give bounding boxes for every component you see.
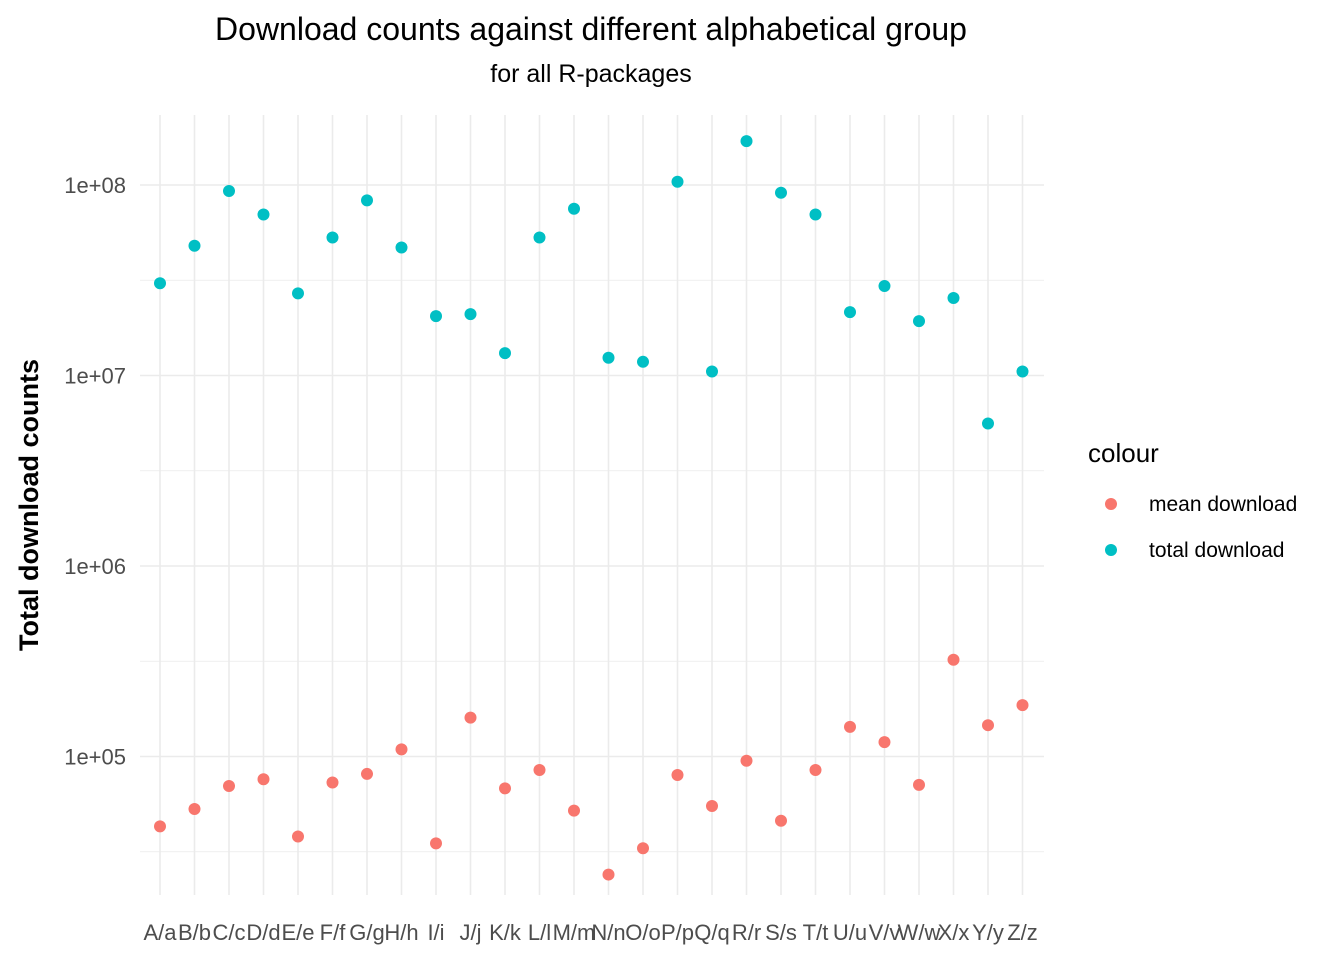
x-tick-label: Y/y xyxy=(972,920,1004,945)
data-point xyxy=(257,208,270,221)
data-point xyxy=(844,720,856,733)
legend-label: mean download xyxy=(1149,493,1297,516)
x-tick-label: M/m xyxy=(553,920,596,945)
y-tick-label: 1e+07 xyxy=(64,364,126,389)
x-tick-label: U/u xyxy=(833,920,867,945)
y-tick-label: 1e+06 xyxy=(64,554,126,579)
data-point xyxy=(499,782,511,795)
x-tick-label: J/j xyxy=(460,920,482,945)
data-point xyxy=(1016,699,1029,712)
data-point xyxy=(430,310,442,323)
x-tick-label: Z/z xyxy=(1007,920,1038,945)
data-point xyxy=(292,287,304,300)
x-tick-label: D/d xyxy=(246,920,280,945)
data-point xyxy=(602,868,615,881)
x-tick-label: Q/q xyxy=(694,920,729,945)
x-tick-label: A/a xyxy=(143,920,177,945)
data-point xyxy=(878,279,891,292)
x-tick-label: T/t xyxy=(803,920,829,945)
data-point xyxy=(395,241,408,254)
x-tick-label: E/e xyxy=(281,920,314,945)
x-tick-label: I/i xyxy=(427,920,444,945)
data-point xyxy=(257,773,270,786)
x-tick-label: S/s xyxy=(765,920,797,945)
data-point xyxy=(499,347,511,360)
y-axis-ticks: 1e+05 1e+06 1e+07 1e+08 xyxy=(64,173,126,770)
x-tick-label: V/v xyxy=(869,920,901,945)
data-point xyxy=(878,736,891,749)
data-point xyxy=(361,767,373,780)
x-tick-label: W/w xyxy=(898,920,941,945)
data-point xyxy=(671,768,684,781)
y-tick-label: 1e+05 xyxy=(64,745,126,770)
x-tick-label: N/n xyxy=(591,920,625,945)
data-point xyxy=(326,231,339,244)
data-point xyxy=(706,365,718,378)
legend: colour mean download total download xyxy=(1088,438,1297,562)
data-point xyxy=(188,803,201,816)
data-point xyxy=(809,763,822,776)
legend-key xyxy=(1105,544,1117,556)
legend-title: colour xyxy=(1088,438,1159,468)
data-point xyxy=(533,763,546,776)
x-tick-label: H/h xyxy=(384,920,418,945)
data-point xyxy=(602,351,615,364)
data-point xyxy=(568,202,580,215)
data-point xyxy=(775,186,787,199)
data-point xyxy=(464,711,477,724)
x-tick-label: K/k xyxy=(489,920,522,945)
x-tick-label: L/l xyxy=(528,920,551,945)
data-point xyxy=(844,306,856,319)
data-point xyxy=(430,837,442,850)
data-point xyxy=(154,820,166,833)
x-tick-label: F/f xyxy=(320,920,347,945)
chart-subtitle: for all R-packages xyxy=(490,60,691,88)
data-point xyxy=(982,719,994,732)
data-point xyxy=(809,208,822,221)
data-point xyxy=(188,239,201,252)
x-tick-label: G/g xyxy=(349,920,384,945)
data-point xyxy=(947,653,960,666)
data-points xyxy=(154,135,1029,881)
chart-title: Download counts against different alphab… xyxy=(215,11,967,47)
data-point xyxy=(637,842,649,855)
data-point xyxy=(982,417,994,430)
data-point xyxy=(913,315,925,328)
data-point xyxy=(395,743,408,756)
data-point xyxy=(533,231,546,244)
x-tick-label: X/x xyxy=(938,920,970,945)
legend-key xyxy=(1105,498,1117,510)
data-point xyxy=(223,185,235,198)
data-point xyxy=(740,135,753,148)
x-tick-label: O/o xyxy=(625,920,660,945)
data-point xyxy=(568,804,580,817)
data-point xyxy=(326,776,339,789)
data-point xyxy=(913,778,925,791)
data-point xyxy=(775,814,787,827)
data-point xyxy=(154,277,166,290)
x-tick-label: B/b xyxy=(178,920,211,945)
data-point xyxy=(1016,365,1029,378)
y-axis-label: Total download counts xyxy=(14,359,44,651)
data-point xyxy=(671,175,684,188)
x-tick-label: R/r xyxy=(732,920,761,945)
grid-lines xyxy=(140,115,1044,895)
x-tick-label: C/c xyxy=(213,920,246,945)
y-tick-label: 1e+08 xyxy=(64,173,126,198)
data-point xyxy=(464,308,477,321)
data-point xyxy=(292,830,304,843)
data-point xyxy=(947,292,960,305)
data-point xyxy=(223,780,235,793)
legend-label: total download xyxy=(1149,539,1284,562)
data-point xyxy=(740,754,753,767)
data-point xyxy=(361,194,373,207)
x-tick-label: P/p xyxy=(661,920,694,945)
data-point xyxy=(637,355,649,368)
data-point xyxy=(706,799,718,812)
x-axis-ticks: A/a B/b C/c D/d E/e F/f G/g H/h I/i J/j K/k L/l M/mN… xyxy=(143,920,1037,945)
